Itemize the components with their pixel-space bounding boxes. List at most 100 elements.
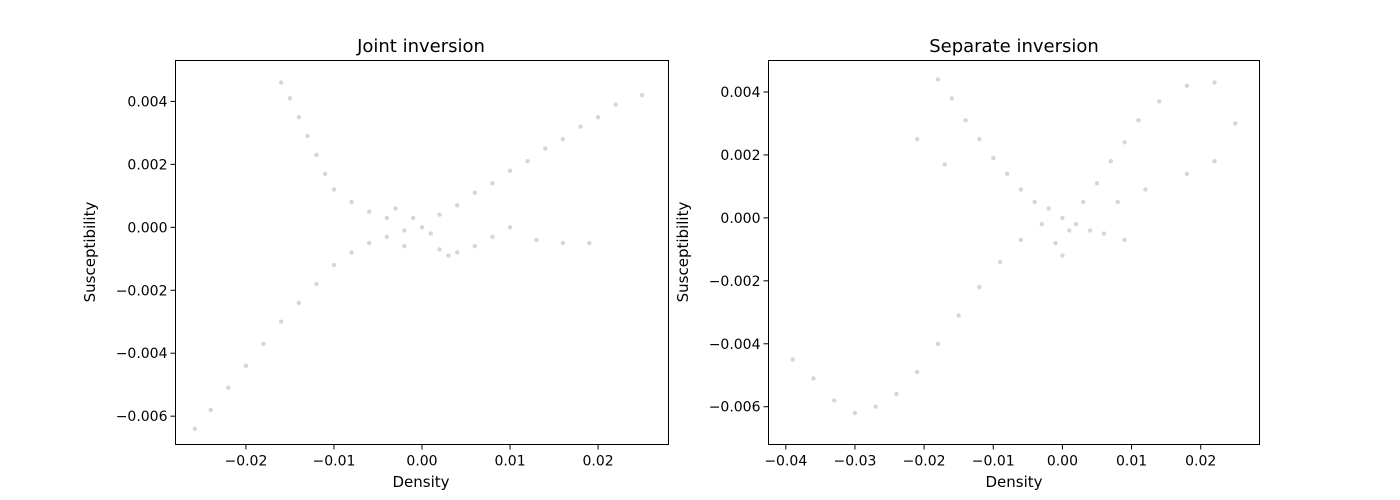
data-point <box>314 281 319 287</box>
data-point <box>331 262 337 268</box>
data-point <box>639 92 645 98</box>
data-point <box>411 215 416 221</box>
data-point <box>402 244 407 249</box>
data-point <box>1053 240 1058 246</box>
data-point <box>507 225 513 230</box>
data-point <box>790 357 795 362</box>
data-point <box>296 115 301 120</box>
y-tick-label: −0.006 <box>116 409 168 425</box>
data-point <box>613 102 618 107</box>
x-axis-label: Density <box>985 473 1042 491</box>
y-tick-label: 0.002 <box>720 148 760 164</box>
y-tick-label: 0.004 <box>127 94 167 110</box>
data-point <box>331 187 337 192</box>
data-point <box>977 284 982 290</box>
data-point <box>1046 206 1051 211</box>
data-point <box>490 234 495 239</box>
data-point <box>437 212 442 217</box>
data-point <box>1060 253 1065 258</box>
x-tick-label: −0.04 <box>764 454 807 470</box>
data-point <box>367 240 372 246</box>
data-point <box>192 426 198 431</box>
data-point <box>296 300 301 306</box>
x-tick-label: 0.01 <box>494 454 525 470</box>
y-tick-label: 0.000 <box>720 211 760 227</box>
data-point <box>915 137 920 142</box>
plot-frame <box>175 60 669 445</box>
data-point <box>1212 80 1217 85</box>
data-point <box>472 244 477 249</box>
data-point <box>852 410 858 416</box>
data-point <box>1094 181 1100 186</box>
data-point <box>226 385 231 390</box>
data-point <box>935 77 941 82</box>
data-point <box>915 369 920 375</box>
data-point <box>1060 215 1065 221</box>
data-point <box>1115 199 1120 205</box>
data-point <box>1074 222 1079 227</box>
data-point <box>543 146 548 151</box>
y-axis-label: Susceptibility <box>674 202 692 303</box>
x-tick-label: 0.00 <box>406 454 437 470</box>
data-point <box>1101 231 1107 236</box>
data-point <box>956 313 961 318</box>
data-point <box>1184 171 1190 176</box>
x-tick-label: −0.01 <box>313 454 356 470</box>
data-point <box>560 137 566 142</box>
data-point <box>1143 187 1148 192</box>
data-point <box>811 376 816 381</box>
plot-frame <box>768 60 1260 445</box>
data-point <box>446 253 451 258</box>
data-point <box>393 206 398 211</box>
y-axis-label: Susceptibility <box>81 202 99 303</box>
data-point <box>1122 140 1127 145</box>
data-point <box>1136 118 1141 123</box>
data-point <box>243 363 249 368</box>
data-point <box>1018 187 1024 192</box>
x-tick-label: 0.00 <box>1047 454 1078 470</box>
data-point <box>437 247 442 252</box>
plot-area: −0.04 −0.03 −0.02 −0.01 0.00 0.01 0.02 −0.006 −0… <box>709 77 1238 470</box>
x-tick-label: −0.02 <box>224 454 267 470</box>
data-point <box>384 234 389 239</box>
data-point <box>578 124 583 129</box>
data-point <box>991 155 996 161</box>
data-point <box>998 259 1003 265</box>
y-tick-label: 0.004 <box>720 85 760 101</box>
data-point <box>1212 159 1217 164</box>
data-point <box>1087 228 1093 233</box>
data-point <box>977 137 982 142</box>
data-point <box>1184 83 1190 88</box>
y-tick-label: 0.002 <box>127 157 167 173</box>
data-point <box>1018 237 1024 243</box>
data-point <box>314 152 319 158</box>
data-point <box>1157 99 1162 104</box>
y-tick-label: 0.000 <box>127 220 167 236</box>
data-point <box>595 115 601 120</box>
x-tick-label: 0.01 <box>1116 454 1147 470</box>
data-point <box>587 240 592 246</box>
data-point <box>1039 222 1044 227</box>
data-point <box>455 203 460 208</box>
data-point <box>1032 199 1037 205</box>
data-point <box>208 407 213 413</box>
x-tick-label: 0.02 <box>1185 454 1216 470</box>
y-tick-label: −0.002 <box>709 274 761 290</box>
data-point <box>490 181 495 186</box>
data-point <box>261 341 266 346</box>
plot-area: −0.02 −0.01 0.00 0.01 0.02 −0.006 −0.004 −0.002… <box>116 80 645 470</box>
x-axis-label: Density <box>392 473 449 491</box>
data-point <box>349 250 354 255</box>
x-tick-label: 0.02 <box>582 454 613 470</box>
data-point <box>384 215 389 221</box>
y-tick-label: −0.004 <box>709 337 761 353</box>
data-point <box>963 118 968 123</box>
data-point <box>1004 171 1010 176</box>
data-point <box>287 96 293 101</box>
chart-joint-inversion: Joint inversion Density Susceptibility −… <box>81 36 669 491</box>
data-point <box>942 162 947 167</box>
data-point <box>560 240 566 246</box>
x-tick-label: −0.01 <box>972 454 1015 470</box>
data-point <box>1067 228 1072 233</box>
